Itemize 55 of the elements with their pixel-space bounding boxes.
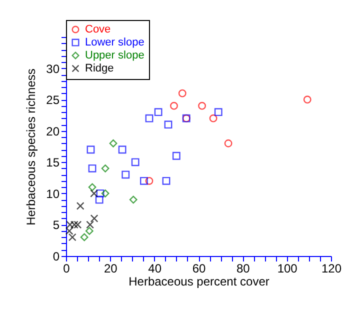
y-tick-label: 10 bbox=[46, 186, 60, 201]
point bbox=[172, 152, 180, 160]
x-axis-title: Herbaceous percent cover bbox=[128, 274, 270, 288]
point bbox=[131, 158, 140, 166]
legend-label: Lower slope bbox=[85, 36, 144, 48]
point bbox=[90, 214, 98, 222]
x-tick-label: 60 bbox=[192, 262, 206, 276]
x-tick-label: 100 bbox=[277, 262, 298, 276]
point bbox=[129, 196, 138, 204]
point bbox=[214, 108, 222, 116]
x-tick-label: 80 bbox=[236, 262, 250, 276]
y-tick-label: 25 bbox=[46, 93, 60, 108]
x-tick-label: 0 bbox=[63, 262, 70, 276]
point bbox=[118, 146, 126, 154]
point bbox=[85, 227, 94, 235]
y-tick-label: 0 bbox=[52, 250, 60, 264]
point bbox=[140, 176, 148, 185]
point bbox=[224, 139, 232, 148]
point bbox=[154, 108, 162, 116]
x-tick-label: 40 bbox=[148, 262, 162, 276]
point bbox=[101, 164, 110, 172]
point bbox=[178, 89, 186, 98]
point bbox=[164, 120, 172, 129]
legend-label: Upper slope bbox=[85, 50, 144, 62]
y-tick-label: 15 bbox=[46, 156, 60, 170]
x-tick-label: 20 bbox=[104, 262, 118, 276]
point bbox=[145, 176, 154, 185]
point bbox=[86, 146, 95, 154]
point bbox=[88, 183, 96, 192]
point bbox=[170, 102, 178, 110]
point bbox=[68, 233, 76, 242]
point bbox=[145, 114, 154, 122]
point bbox=[95, 196, 104, 204]
point bbox=[101, 189, 110, 198]
y-axis-title: Herbaceous species richness bbox=[24, 68, 38, 226]
point bbox=[88, 164, 96, 172]
point bbox=[65, 227, 74, 235]
point bbox=[76, 202, 84, 210]
point bbox=[96, 189, 104, 198]
y-tick-label: 30 bbox=[46, 62, 60, 76]
point bbox=[122, 170, 130, 179]
y-tick-label: 20 bbox=[46, 124, 60, 138]
y-tick-label: 5 bbox=[52, 218, 60, 232]
point bbox=[109, 139, 118, 148]
point bbox=[162, 176, 170, 185]
legend-label: Ridge bbox=[85, 62, 114, 74]
point bbox=[70, 220, 78, 229]
point bbox=[80, 233, 88, 242]
x-tick-label: 120 bbox=[321, 262, 342, 276]
point bbox=[86, 220, 94, 229]
point bbox=[90, 189, 98, 198]
point bbox=[198, 102, 206, 110]
point bbox=[303, 96, 312, 104]
point bbox=[209, 114, 218, 122]
legend-label: Cove bbox=[85, 24, 111, 36]
